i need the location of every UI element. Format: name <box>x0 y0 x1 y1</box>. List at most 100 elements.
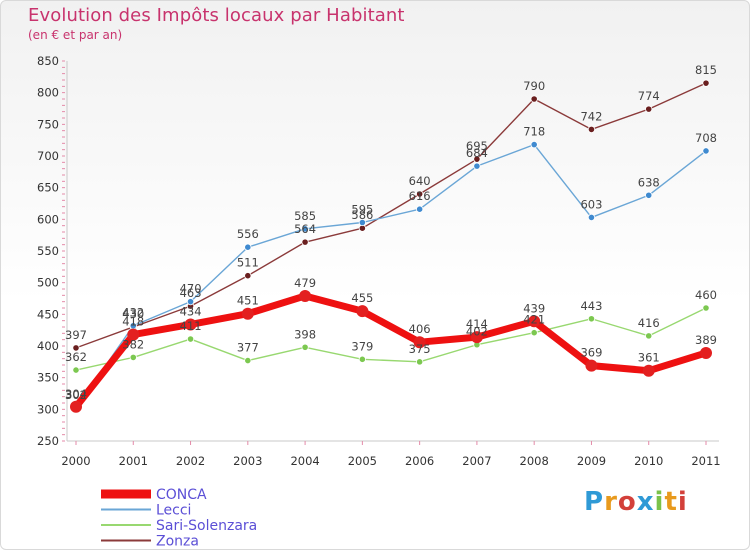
data-point-lecci <box>416 205 424 213</box>
brand-letter: o <box>617 487 637 517</box>
data-point-conca <box>528 315 541 328</box>
data-label-sari-solenzara: 362 <box>65 350 87 364</box>
x-tick-label: 2004 <box>290 454 319 468</box>
data-point-zonza <box>473 155 481 163</box>
data-point-zonza <box>530 95 538 103</box>
data-point-lecci <box>473 162 481 170</box>
data-label-lecci: 708 <box>695 131 717 145</box>
x-tick-label: 2001 <box>119 454 148 468</box>
data-label-sari-solenzara: 398 <box>294 327 316 341</box>
data-label-lecci: 684 <box>466 146 488 160</box>
data-point-sari-solenzara <box>244 356 252 365</box>
data-point-conca <box>70 400 82 413</box>
data-label-sari-solenzara: 379 <box>351 339 373 353</box>
data-point-zonza <box>416 190 424 198</box>
data-label-sari-solenzara: 411 <box>180 319 202 333</box>
brand-letter: r <box>604 487 618 517</box>
data-label-conca: 418 <box>122 315 144 329</box>
x-tick-label: 2011 <box>691 454 720 468</box>
data-point-sari-solenzara <box>416 358 424 366</box>
data-point-sari-solenzara <box>530 329 538 337</box>
x-tick-label: 2005 <box>348 454 377 468</box>
data-point-conca <box>184 318 197 331</box>
data-point-conca <box>700 346 712 359</box>
data-point-sari-solenzara <box>301 343 309 351</box>
data-point-zonza <box>301 238 309 246</box>
x-tick-label: 2000 <box>61 454 90 468</box>
data-label-conca: 414 <box>466 317 488 331</box>
brand-letter: i <box>677 487 688 517</box>
legend-label-lecci: Lecci <box>156 503 191 519</box>
data-label-sari-solenzara: 460 <box>695 288 717 302</box>
data-point-zonza <box>587 125 596 133</box>
y-tick-label: 650 <box>37 181 59 195</box>
data-label-conca: 369 <box>580 346 602 360</box>
data-point-zonza <box>702 79 710 87</box>
y-tick-label: 550 <box>37 244 59 258</box>
chart-title: Evolution des Impôts locaux par Habitant <box>28 5 405 26</box>
data-point-lecci <box>645 191 653 199</box>
data-label-lecci: 302 <box>65 388 87 402</box>
data-label-lecci: 432 <box>122 306 144 320</box>
data-label-conca: 434 <box>180 304 202 318</box>
x-tick-label: 2010 <box>634 454 663 468</box>
data-label-conca: 304 <box>65 387 87 401</box>
y-tick-label: 850 <box>37 54 59 68</box>
series-line-zonza <box>75 82 707 349</box>
data-point-lecci <box>702 147 710 155</box>
x-tick-label: 2003 <box>233 454 262 468</box>
proxiti-logo: Proxiti <box>584 487 688 517</box>
series-layer <box>70 79 712 413</box>
data-label-sari-solenzara: 375 <box>409 342 431 356</box>
data-point-sari-solenzara <box>702 304 710 312</box>
data-point-zonza <box>645 105 653 113</box>
data-point-lecci <box>530 141 538 149</box>
data-label-lecci: 556 <box>237 227 259 241</box>
data-point-zonza <box>244 272 252 280</box>
data-point-conca <box>241 307 254 320</box>
brand-letter: x <box>636 487 655 517</box>
data-label-sari-solenzara: 402 <box>466 325 488 339</box>
y-tick-label: 800 <box>37 86 59 100</box>
y-tick-label: 250 <box>37 434 59 448</box>
data-point-sari-solenzara <box>645 332 653 340</box>
data-point-sari-solenzara <box>129 353 137 361</box>
data-label-zonza: 742 <box>580 109 602 123</box>
data-label-zonza: 815 <box>695 63 717 77</box>
x-tick-label: 2002 <box>176 454 205 468</box>
data-label-zonza: 564 <box>294 222 316 236</box>
data-label-lecci: 595 <box>351 203 373 217</box>
legend-label-conca: CONCA <box>156 487 207 503</box>
y-tick-label: 500 <box>37 276 59 290</box>
data-point-lecci <box>186 298 195 306</box>
data-label-zonza: 511 <box>237 256 259 270</box>
y-tick-label: 600 <box>37 212 59 226</box>
y-tick-label: 400 <box>37 339 59 353</box>
data-label-conca: 479 <box>294 276 316 290</box>
data-label-zonza: 640 <box>409 174 431 188</box>
data-point-conca <box>585 359 598 372</box>
brand-letter: i <box>654 487 665 517</box>
data-point-conca <box>470 331 483 344</box>
data-point-conca <box>299 289 312 302</box>
data-point-sari-solenzara <box>186 335 195 343</box>
data-label-zonza: 586 <box>351 208 373 222</box>
data-label-lecci: 603 <box>580 197 602 211</box>
data-label-sari-solenzara: 416 <box>638 316 660 330</box>
data-label-conca: 389 <box>695 333 717 347</box>
data-label-sari-solenzara: 443 <box>580 299 602 313</box>
chart-subtitle: (en € et par an) <box>28 28 123 42</box>
data-point-conca <box>642 364 655 377</box>
data-label-conca: 406 <box>409 322 431 336</box>
data-label-sari-solenzara: 382 <box>122 337 144 351</box>
data-point-lecci <box>301 225 309 233</box>
x-tick-label: 2007 <box>462 454 491 468</box>
x-tick-label: 2006 <box>405 454 434 468</box>
x-tick-label: 2009 <box>577 454 606 468</box>
data-label-zonza: 790 <box>523 79 545 93</box>
y-tick-label: 750 <box>37 117 59 131</box>
data-label-lecci: 616 <box>409 189 431 203</box>
data-label-conca: 361 <box>638 351 660 365</box>
